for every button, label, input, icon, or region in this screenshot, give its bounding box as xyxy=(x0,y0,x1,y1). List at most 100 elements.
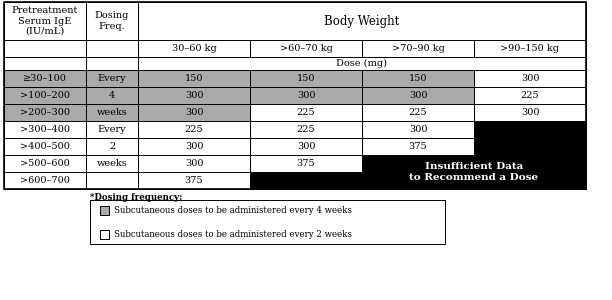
Text: ≥30–100: ≥30–100 xyxy=(23,74,67,83)
Text: 225: 225 xyxy=(521,91,539,100)
Text: 300: 300 xyxy=(185,91,203,100)
Bar xyxy=(138,121,250,138)
Text: 150: 150 xyxy=(185,74,203,83)
Bar xyxy=(86,57,138,70)
Text: 300: 300 xyxy=(185,159,203,168)
Bar xyxy=(100,230,109,239)
Text: 225: 225 xyxy=(409,108,427,117)
Bar xyxy=(4,2,586,189)
Bar xyxy=(250,87,362,104)
Text: Dosing
Freq.: Dosing Freq. xyxy=(95,11,129,31)
Bar xyxy=(362,155,474,172)
Text: 375: 375 xyxy=(409,142,427,151)
Text: 150: 150 xyxy=(409,74,427,83)
Bar xyxy=(250,104,362,121)
Bar xyxy=(362,138,474,155)
Text: 225: 225 xyxy=(297,125,315,134)
Bar xyxy=(4,138,86,155)
Bar xyxy=(138,70,250,87)
Bar xyxy=(4,104,86,121)
Bar xyxy=(4,121,86,138)
Bar xyxy=(474,104,586,121)
Text: 300: 300 xyxy=(409,125,427,134)
Bar xyxy=(4,172,86,189)
Text: Subcutaneous doses to be administered every 2 weeks: Subcutaneous doses to be administered ev… xyxy=(114,230,352,239)
Text: >90–150 kg: >90–150 kg xyxy=(501,44,559,53)
Text: 300: 300 xyxy=(297,142,315,151)
Bar xyxy=(474,138,586,155)
Bar xyxy=(86,104,138,121)
Bar xyxy=(4,57,86,70)
Bar xyxy=(138,104,250,121)
Bar xyxy=(474,172,586,189)
Text: 300: 300 xyxy=(297,91,315,100)
Text: *Dosing frequency:: *Dosing frequency: xyxy=(90,194,182,202)
Bar xyxy=(86,138,138,155)
Text: 300: 300 xyxy=(521,74,539,83)
Text: Pretreatment
Serum IgE
(IU/mL): Pretreatment Serum IgE (IU/mL) xyxy=(12,6,78,36)
Text: 300: 300 xyxy=(185,142,203,151)
Bar xyxy=(474,87,586,104)
Text: 300: 300 xyxy=(409,91,427,100)
Text: Insufficient Data
to Recommend a Dose: Insufficient Data to Recommend a Dose xyxy=(409,162,539,182)
Bar xyxy=(138,138,250,155)
Bar xyxy=(250,40,362,57)
Bar xyxy=(474,155,586,172)
Bar xyxy=(362,121,474,138)
Bar xyxy=(4,70,86,87)
Text: 150: 150 xyxy=(297,74,315,83)
Bar xyxy=(250,70,362,87)
Bar xyxy=(362,70,474,87)
Bar xyxy=(86,172,138,189)
Bar xyxy=(4,40,86,57)
Bar xyxy=(138,57,586,70)
Bar xyxy=(250,172,362,189)
Text: Every: Every xyxy=(98,74,126,83)
Bar xyxy=(250,121,362,138)
Bar xyxy=(362,40,474,57)
Text: >500–600: >500–600 xyxy=(20,159,70,168)
Bar xyxy=(250,155,362,172)
Text: weeks: weeks xyxy=(97,108,127,117)
Text: Every: Every xyxy=(98,125,126,134)
Bar xyxy=(138,87,250,104)
Text: 300: 300 xyxy=(185,108,203,117)
Text: >200–300: >200–300 xyxy=(20,108,70,117)
Text: 30–60 kg: 30–60 kg xyxy=(171,44,217,53)
Bar xyxy=(138,155,250,172)
Text: 375: 375 xyxy=(297,159,315,168)
Bar xyxy=(100,206,109,215)
Bar xyxy=(4,2,86,40)
Bar xyxy=(250,138,362,155)
Text: 4: 4 xyxy=(109,91,115,100)
Text: >300–400: >300–400 xyxy=(20,125,70,134)
Text: 2: 2 xyxy=(109,142,115,151)
Text: >60–70 kg: >60–70 kg xyxy=(280,44,332,53)
Bar xyxy=(4,87,86,104)
Text: >70–90 kg: >70–90 kg xyxy=(392,44,444,53)
Bar xyxy=(138,2,586,40)
Bar xyxy=(138,40,250,57)
Text: >600–700: >600–700 xyxy=(20,176,70,185)
Bar xyxy=(90,200,445,244)
Text: 225: 225 xyxy=(185,125,203,134)
Bar xyxy=(362,172,474,189)
Text: >400–500: >400–500 xyxy=(20,142,70,151)
Text: >100–200: >100–200 xyxy=(20,91,70,100)
Text: 375: 375 xyxy=(185,176,203,185)
Text: Subcutaneous doses to be administered every 4 weeks: Subcutaneous doses to be administered ev… xyxy=(114,206,352,215)
Bar xyxy=(86,40,138,57)
Bar xyxy=(86,2,138,40)
Bar xyxy=(86,70,138,87)
Bar xyxy=(4,155,86,172)
Text: Dose (mg): Dose (mg) xyxy=(337,59,387,68)
Bar xyxy=(86,121,138,138)
Text: Body Weight: Body Weight xyxy=(324,14,400,28)
Text: 225: 225 xyxy=(297,108,315,117)
Bar xyxy=(86,87,138,104)
Bar xyxy=(362,104,474,121)
Text: weeks: weeks xyxy=(97,159,127,168)
Bar xyxy=(474,70,586,87)
Bar xyxy=(86,155,138,172)
Bar xyxy=(138,172,250,189)
